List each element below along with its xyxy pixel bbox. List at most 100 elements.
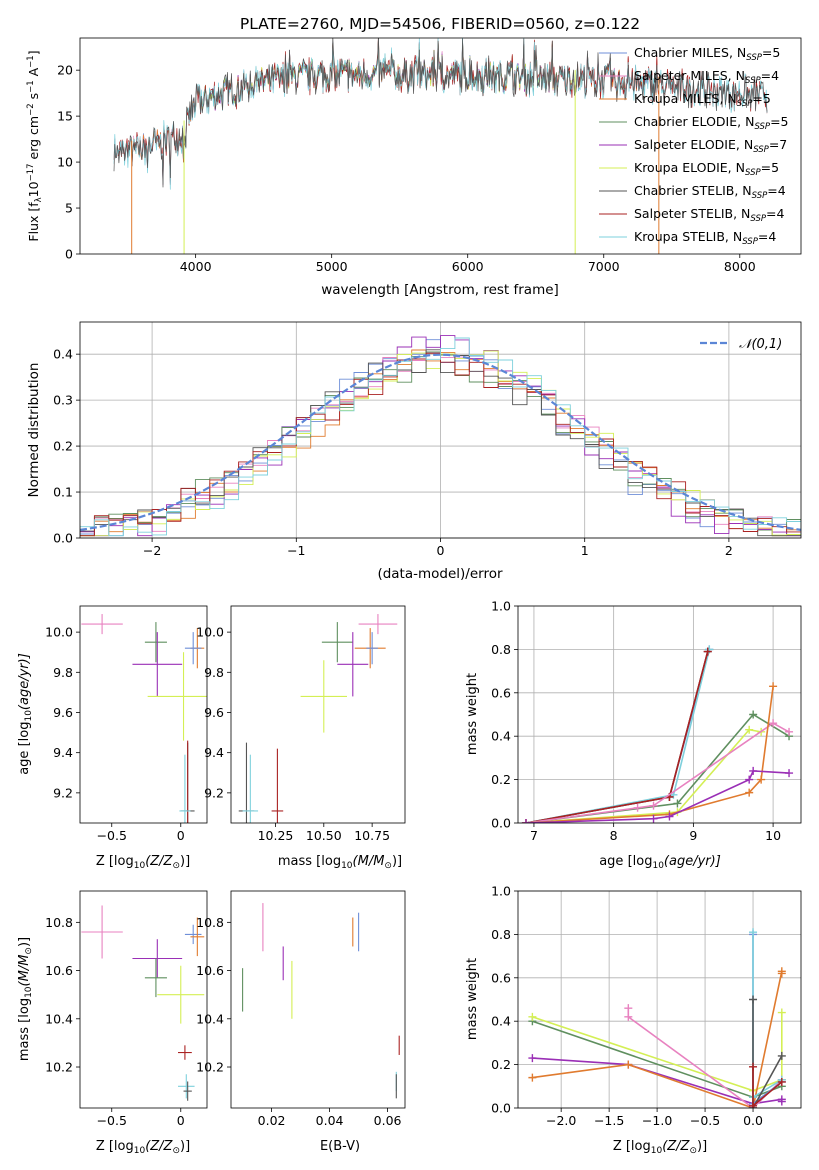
age_vs_Z-ytick-label: 9.8 xyxy=(53,665,73,680)
residuals-ytick-label: 0.0 xyxy=(53,531,73,546)
legend-n-sub: SSP xyxy=(754,122,770,132)
xlabel-label: Z [log10(Z/Z⊙)] xyxy=(96,854,190,871)
weight_vs_Z-ytick-label: 0.8 xyxy=(491,927,511,942)
weight-marker xyxy=(521,819,530,823)
weight_vs_age-frame xyxy=(517,605,802,824)
spectrum-ylabel-j: −1 xyxy=(26,55,36,68)
xlabel-label-main: age [log xyxy=(599,854,652,869)
weight_vs_Z-frame xyxy=(517,890,802,1109)
legend-n-prefix: , N xyxy=(729,45,746,60)
legend-n-prefix: , N xyxy=(728,160,745,175)
spectrum-ytick-label: 10 xyxy=(57,155,73,170)
ylabel-label-end: )] xyxy=(17,937,32,947)
mass_vs_Z-ytick-label: 10.4 xyxy=(45,1011,73,1026)
weight-marker xyxy=(745,725,754,734)
legend-n-eq: = xyxy=(761,160,771,175)
legend-ssp-count: 5 xyxy=(763,91,771,106)
legend-entry: Kroupa MILES, NSSP=5 xyxy=(634,91,771,109)
xlabel-label-main: Z [log xyxy=(96,854,134,869)
weight-marker xyxy=(745,775,754,784)
ylabel-label-rest: (M/M xyxy=(17,955,32,987)
weight_vs_Z-xtick-label: −2.0 xyxy=(546,1113,576,1128)
mass-ebv-xlabel: E(B-V) xyxy=(320,1139,360,1154)
legend-n-sub: SSP xyxy=(742,237,758,247)
weight_vs_Z-xtick-label: −1.0 xyxy=(642,1113,672,1128)
xlabel-label: Z [log10(Z/Z⊙)] xyxy=(96,1139,190,1156)
spectrum-ylabel-i: A xyxy=(26,67,41,80)
weight_vs_age-ytick-label: 1.0 xyxy=(491,599,511,614)
residuals-xtick-label: 2 xyxy=(725,543,733,558)
xlabel-label: age [log10(age/yr)] xyxy=(599,854,721,871)
legend-series-name: Kroupa ELODIE xyxy=(634,160,728,175)
xlabel-label-rest: (M/M xyxy=(353,854,385,869)
weight_vs_Z-ytick-label: 0.0 xyxy=(491,1101,511,1116)
weight_vs_Z-panel: −2.0 −1.5 −1.0 −0.5 0.0 0.0 0.2 0.4 0.6 0.8 1.0 Z [… xyxy=(465,884,802,1156)
residuals-xtick-label: −2 xyxy=(143,543,161,558)
residuals-xtick-label: 1 xyxy=(581,543,589,558)
age_vs_Z-panel: −0.5 09.29.49.69.810.0Z [log10(Z/Z⊙)]age … xyxy=(17,605,208,871)
weight-marker xyxy=(673,799,682,808)
ylabel-label-main: mass [log xyxy=(17,998,32,1061)
mass_vs_ebv-panel: 0.02 0.04 0.06 10.2 10.4 10.6 10.8 E(B-V) xyxy=(196,890,406,1154)
legend-n-prefix: , N xyxy=(725,229,742,244)
weight_vs_age-plot-area xyxy=(521,645,794,823)
weight-marker xyxy=(777,1097,786,1106)
weight-marker xyxy=(749,1062,758,1071)
weight_vs_Z-xtick-label: −0.5 xyxy=(690,1113,720,1128)
xlabel-label-sub: 10 xyxy=(341,861,353,871)
xlabel-label-rest: (Z/Z xyxy=(145,1139,173,1154)
weight-marker xyxy=(633,803,642,812)
xlabel-label-rest: (Z/Z xyxy=(662,1139,690,1154)
ylabel-label-sub: 10 xyxy=(24,986,34,998)
errorbar-point xyxy=(358,614,398,635)
weight_vs_age-xtick-label: 7 xyxy=(530,828,538,843)
mass_vs_ebv-xtick-label: 0.04 xyxy=(316,1113,344,1128)
legend-n-prefix: , N xyxy=(736,137,753,152)
errorbar-point xyxy=(81,905,123,959)
legend-n-sub: SSP xyxy=(746,53,762,63)
mass_vs_ebv-plot-area xyxy=(242,903,400,1099)
legend-series-name: Chabrier ELODIE xyxy=(634,114,737,129)
weight_vs_Z-ytick-label: 1.0 xyxy=(491,884,511,899)
xlabel-label-sub: 10 xyxy=(651,1146,663,1156)
xlabel-label-sub2: ⊙ xyxy=(384,861,392,871)
mass_vs_Z-ytick-label: 10.8 xyxy=(45,915,73,930)
xlabel-label-end: )] xyxy=(392,854,402,869)
legend-n-sub: SSP xyxy=(752,191,768,201)
errorbar-point xyxy=(132,939,183,978)
mass_vs_ebv-ytick-label: 10.6 xyxy=(196,963,224,978)
errorbar-point xyxy=(179,754,191,823)
errorbar-point xyxy=(144,958,167,998)
spectrum-xtick-label: 4000 xyxy=(180,259,212,274)
errorbar-point xyxy=(190,917,205,957)
weight_vs_Z-ytick-label: 0.2 xyxy=(491,1057,511,1072)
spectrum-ylabel: Flux [fλ10−17 erg cm−2 s−1 A−1] xyxy=(26,50,44,241)
mass_vs_Z-xtick-label: −0.5 xyxy=(97,1113,127,1128)
ylabel-label: mass [log10(M/M⊙)] xyxy=(17,937,34,1061)
age_vs_Z-ytick-label: 10.0 xyxy=(45,625,73,640)
errorbar-point xyxy=(178,1074,195,1099)
weight-marker xyxy=(749,710,758,719)
xlabel-label: mass [log10(M/M⊙)] xyxy=(278,854,402,871)
weight-marker xyxy=(777,1008,786,1017)
legend-n-sub: SSP xyxy=(745,168,761,178)
age_vs_Z-ytick-label: 9.2 xyxy=(53,785,73,800)
mass_vs_Z-ytick-label: 10.2 xyxy=(45,1060,73,1075)
weight-marker xyxy=(528,1012,537,1021)
age_vs_Z-plot-area xyxy=(81,614,207,823)
legend-entry: Chabrier MILES, NSSP=5 xyxy=(634,45,780,63)
spectrum-frame xyxy=(79,37,802,255)
errorbar-point xyxy=(147,652,207,741)
legend-n-prefix: , N xyxy=(734,183,751,198)
weight-marker xyxy=(785,769,794,778)
weight-marker xyxy=(769,719,778,728)
errorbar-point xyxy=(321,622,353,663)
legend-n-prefix: , N xyxy=(728,68,745,83)
legend-series-name: Kroupa STELIB xyxy=(634,229,725,244)
mass_vs_Z-frame xyxy=(79,890,208,1109)
legend-n-eq: = xyxy=(766,206,776,221)
weight_vs_age-xtick-label: 10 xyxy=(765,828,781,843)
errorbar-point xyxy=(184,924,202,945)
